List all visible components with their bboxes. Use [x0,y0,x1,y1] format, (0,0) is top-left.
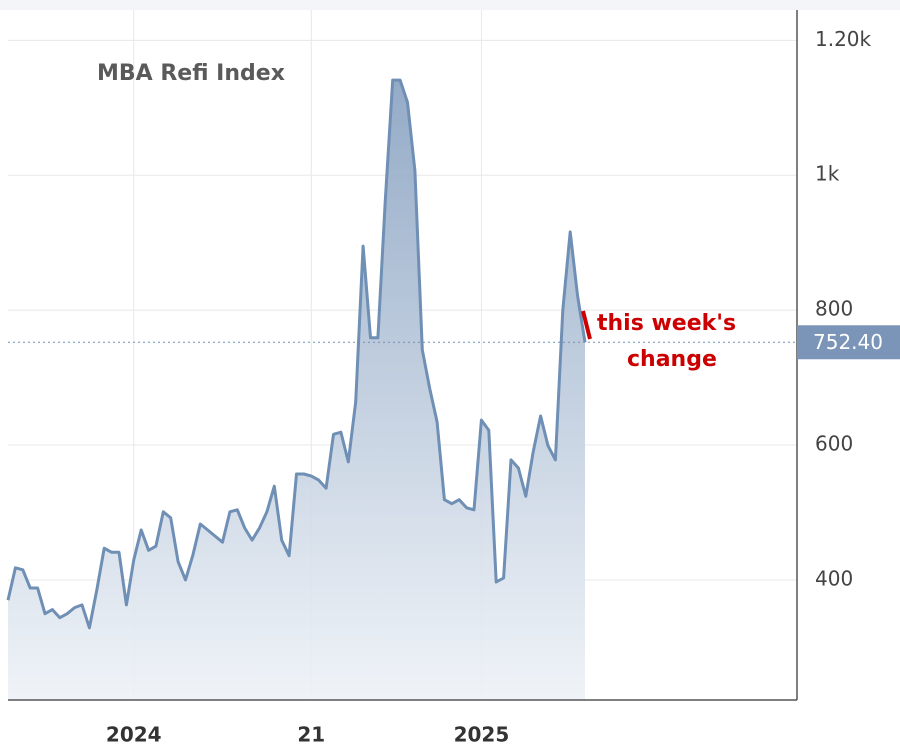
annotation: this week's [597,311,736,336]
annotation-pointer [581,310,592,340]
y-tick-label: 1k [815,162,840,186]
price-tag [797,325,900,360]
top-strip [0,0,900,10]
y-tick-label: 1.20k [815,27,872,51]
plot [6,78,797,701]
x-tick-label: 21 [297,723,325,747]
x-tick-label: 2025 [454,723,510,747]
annotation: change [627,347,717,372]
x-tick-label: 2024 [106,723,162,747]
price-tag-label: 752.40 [813,330,883,354]
y-tick-label: 800 [815,297,853,321]
chart-title: MBA Refi Index [97,61,285,86]
line [6,78,587,630]
y-tick-label: 400 [815,566,853,590]
area-fill [8,80,585,701]
y-tick-label: 600 [815,432,853,456]
